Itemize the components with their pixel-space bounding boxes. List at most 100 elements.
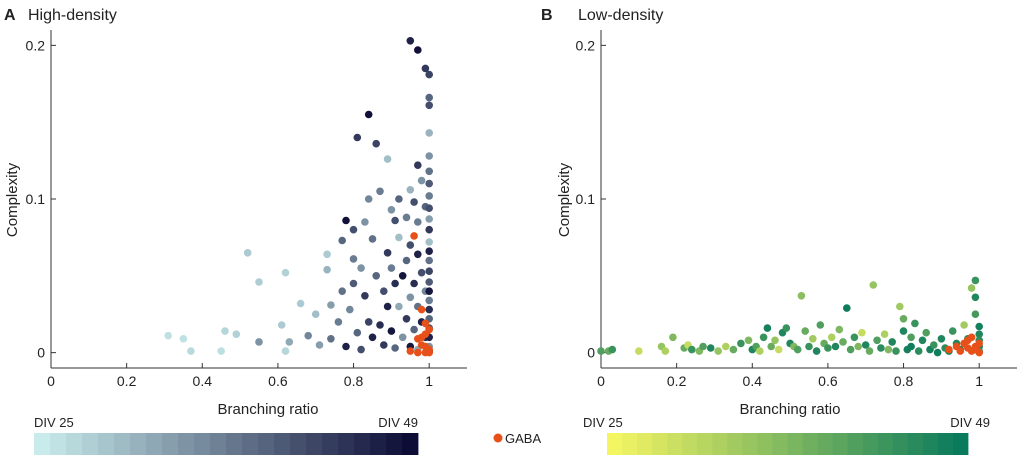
data-point (357, 345, 365, 354)
colorbar-segment (50, 433, 67, 455)
data-point (179, 335, 188, 343)
data-point (425, 152, 434, 160)
data-point (398, 272, 407, 280)
data-point (597, 347, 605, 355)
colorbar-segment (727, 433, 743, 455)
colorbar-segment (787, 433, 803, 455)
data-point (763, 324, 772, 332)
data-point (858, 328, 866, 337)
data-point (372, 272, 381, 280)
panel-b: B Low-density 0 0.2 0.4 0.6 0.8 1 0 0.1 0.2 Bran… (541, 7, 1017, 455)
colorbar-segment (242, 433, 259, 455)
x-tick-label: 0.2 (117, 373, 137, 389)
data-point (221, 327, 229, 335)
data-point (398, 333, 407, 342)
colorbar-segment (370, 433, 387, 455)
x-tick-label: 0.8 (344, 373, 364, 389)
data-point (839, 338, 847, 346)
data-point (410, 198, 418, 206)
data-point (930, 341, 938, 349)
data-point (338, 236, 347, 245)
x-tick-label: 0.2 (667, 373, 687, 389)
data-point (835, 325, 844, 334)
data-point (914, 347, 923, 355)
data-point (255, 338, 263, 346)
data-point (805, 342, 813, 351)
data-point (425, 296, 434, 305)
y-axis-label: Complexity (4, 162, 21, 237)
colorbar-segment (162, 433, 179, 455)
data-point (281, 347, 290, 355)
colorbar-min-label: DIV 25 (583, 415, 623, 430)
data-point (960, 321, 968, 329)
colorbar-max-label: DIV 49 (950, 415, 990, 430)
y-tick-label: 0.2 (26, 37, 46, 53)
data-point (406, 37, 415, 45)
gaba-point (967, 333, 976, 342)
y-tick-label: 0 (587, 345, 595, 361)
x-tick-label: 0.4 (193, 373, 213, 389)
data-point (364, 195, 373, 203)
data-point (353, 133, 362, 142)
data-point (899, 315, 908, 323)
x-tick-label: 1 (425, 373, 433, 389)
data-point (971, 310, 980, 319)
data-point (744, 336, 753, 345)
data-point (425, 238, 434, 246)
data-point (361, 292, 369, 300)
data-point (323, 250, 331, 259)
data-point (937, 335, 946, 343)
colorbar (34, 433, 419, 455)
data-point (361, 218, 369, 226)
data-point (911, 319, 919, 328)
y-tick-label: 0 (37, 345, 45, 361)
gaba-point (406, 347, 415, 355)
colorbar-segment (386, 433, 403, 455)
data-point (425, 247, 434, 255)
data-point (880, 330, 889, 339)
colorbar-segment (667, 433, 683, 455)
data-point (888, 338, 896, 346)
data-point (774, 345, 783, 354)
colorbar-max-label: DIV 49 (378, 415, 418, 430)
colorbar-segment (757, 433, 773, 455)
data-point (425, 93, 434, 102)
data-point (349, 279, 358, 288)
data-point (383, 302, 392, 311)
colorbar-segment (742, 433, 758, 455)
data-point (406, 186, 415, 194)
x-tick-label: 0.6 (818, 373, 838, 389)
colorbar-segment (607, 433, 623, 455)
data-point (383, 249, 392, 257)
colorbar-segment (937, 433, 954, 455)
data-point (635, 347, 643, 355)
colorbar-segment (146, 433, 163, 455)
data-point (387, 327, 396, 335)
colorbar-segment (130, 433, 147, 455)
data-point (854, 342, 862, 351)
data-point (368, 333, 377, 342)
gaba-point (421, 319, 430, 328)
colorbar-segment (697, 433, 713, 455)
data-point (364, 318, 373, 326)
data-point (327, 335, 335, 343)
data-point (277, 321, 286, 329)
data-point (296, 299, 305, 308)
data-point (414, 161, 422, 169)
data-point (349, 225, 358, 234)
gaba-point (975, 339, 983, 348)
data-point (391, 344, 399, 352)
data-point (376, 187, 384, 196)
x-axis-label: Branching ratio (218, 401, 319, 418)
colorbar-segment (952, 433, 969, 455)
data-point (933, 348, 942, 357)
panel-title: Low-density (578, 7, 663, 24)
data-point (843, 304, 851, 312)
x-tick-label: 0.6 (268, 373, 288, 389)
data-point (410, 325, 418, 334)
data-point (425, 267, 434, 276)
colorbar-segment (402, 433, 419, 455)
gaba-point (945, 345, 953, 354)
data-point (417, 268, 426, 277)
data-point (349, 255, 358, 263)
